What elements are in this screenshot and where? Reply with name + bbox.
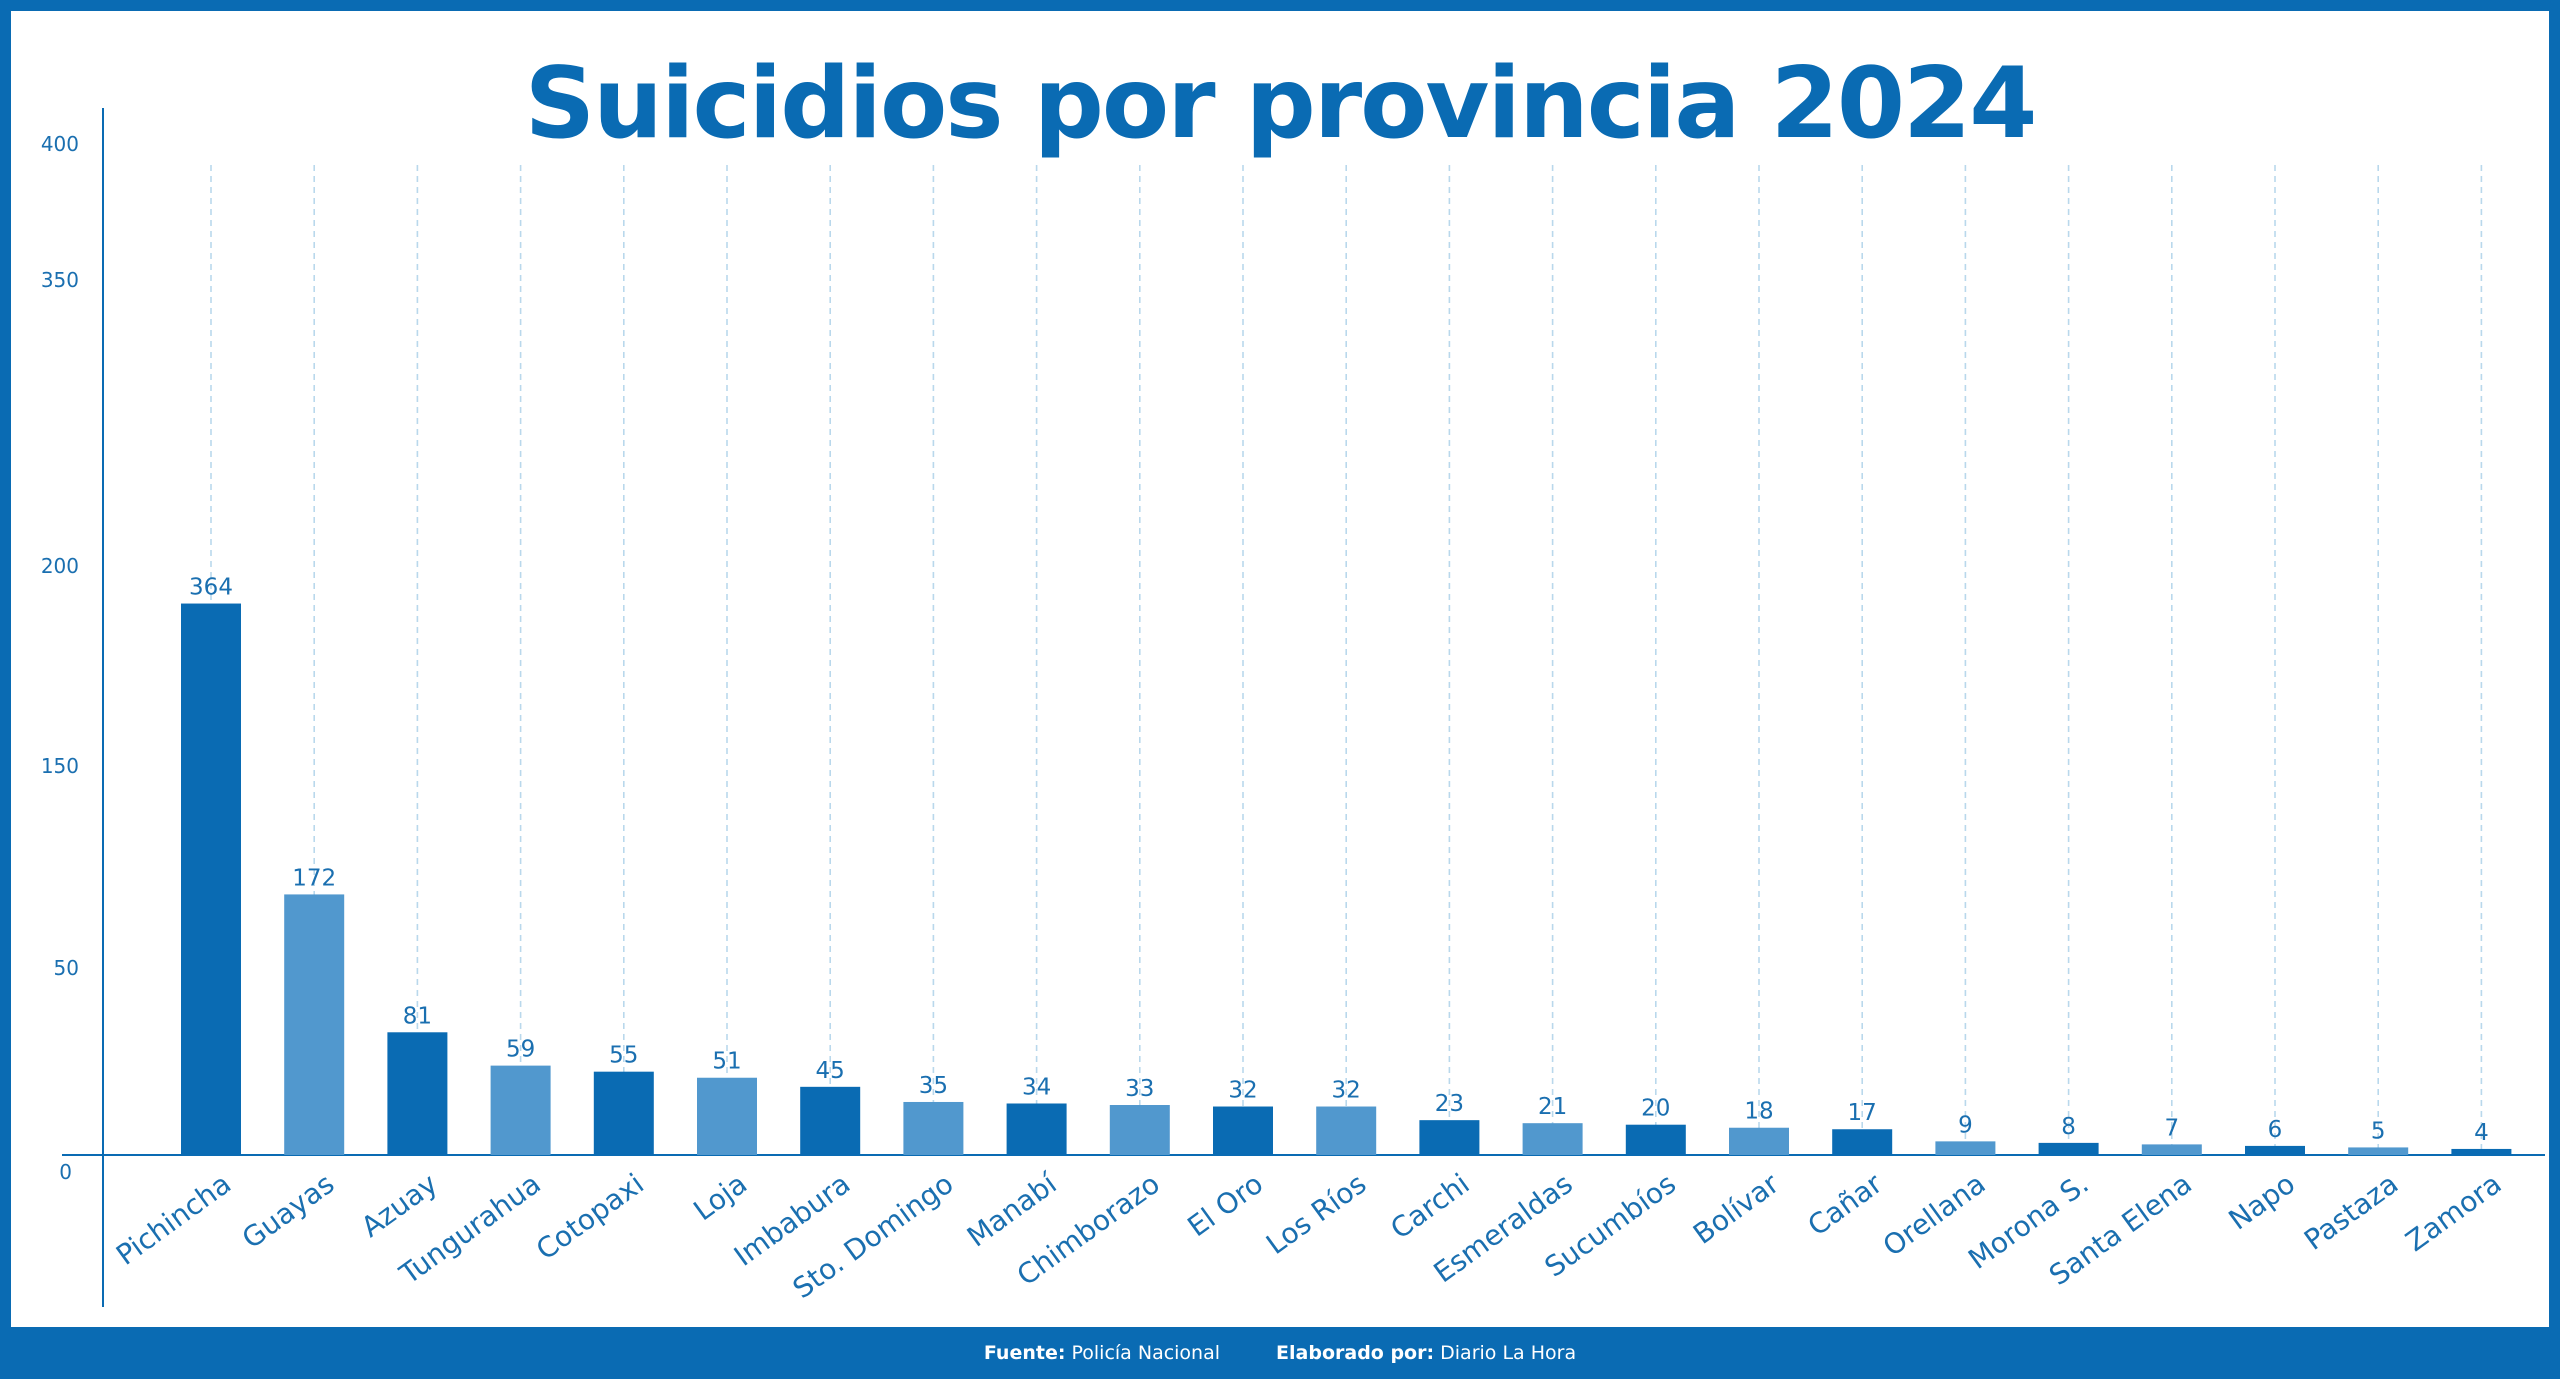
bar-azuay <box>387 1032 448 1155</box>
bar-napo <box>2245 1145 2305 1155</box>
bar-los-r-os <box>1316 1106 1377 1155</box>
value-label-loja: 51 <box>712 1049 741 1075</box>
value-label-ca-ar: 17 <box>1848 1100 1877 1126</box>
bar-el-oro <box>1213 1106 1273 1155</box>
y-tick-350: 350 <box>41 268 79 292</box>
author-value: Diario La Hora <box>1440 1342 1577 1364</box>
x-label-zamora: Zamora <box>2400 1167 2508 1258</box>
x-label-loja: Loja <box>687 1167 753 1227</box>
bar-cotopaxi <box>593 1071 654 1155</box>
bar-bol-var <box>1729 1127 1789 1155</box>
x-label-pastaza: Pastaza <box>2298 1167 2404 1257</box>
bar-esmeraldas <box>1522 1123 1583 1155</box>
value-label-pichincha: 364 <box>189 575 233 601</box>
x-label-guayas: Guayas <box>236 1167 340 1255</box>
y-axis-ticks: 0 50 150 200 350 400 <box>41 132 79 1184</box>
x-label-pichincha: Pichincha <box>110 1167 237 1272</box>
value-label-chimborazo: 33 <box>1125 1076 1154 1102</box>
x-label-napo: Napo <box>2223 1167 2301 1237</box>
bar-ca-ar <box>1832 1129 1893 1155</box>
value-label-pastaza: 5 <box>2371 1118 2386 1144</box>
bar-morona-s <box>2038 1142 2099 1155</box>
value-label-carchi: 23 <box>1435 1091 1464 1117</box>
y-tick-150: 150 <box>41 754 79 778</box>
value-label-sucumb-os: 20 <box>1641 1096 1670 1122</box>
x-label-azuay: Azuay <box>355 1167 443 1244</box>
footer-source: Fuente: Policía Nacional <box>984 1342 1220 1364</box>
value-label-sto-domingo: 35 <box>919 1073 948 1099</box>
bars <box>181 603 2512 1155</box>
bar-loja <box>697 1077 757 1155</box>
grid-lines <box>210 165 2483 1155</box>
value-label-cotopaxi: 55 <box>609 1043 638 1069</box>
value-label-santa-elena: 7 <box>2164 1115 2179 1141</box>
author-label: Elaborado por: <box>1276 1342 1435 1364</box>
value-label-azuay: 81 <box>403 1003 432 1029</box>
bar-tungurahua <box>490 1065 551 1155</box>
value-label-imbabura: 45 <box>816 1058 845 1084</box>
x-label-ca-ar: Cañar <box>1802 1167 1889 1243</box>
footer-author: Elaborado por: Diario La Hora <box>1276 1342 1576 1364</box>
x-label-el-oro: El Oro <box>1181 1167 1269 1243</box>
x-label-cotopaxi: Cotopaxi <box>530 1167 650 1267</box>
bar-santa-elena <box>2141 1144 2202 1155</box>
value-label-napo: 6 <box>2268 1117 2283 1143</box>
value-label-tungurahua: 59 <box>506 1037 535 1063</box>
bar-carchi <box>1419 1120 1480 1155</box>
value-label-guayas: 172 <box>292 865 336 891</box>
y-tick-0: 0 <box>59 1160 72 1184</box>
bar-manab <box>1006 1103 1067 1155</box>
bar-orellana <box>1935 1141 1996 1155</box>
x-label-bol-var: Bolívar <box>1687 1167 1785 1251</box>
x-label-los-r-os: Los Ríos <box>1260 1167 1372 1261</box>
bar-sucumb-os <box>1625 1124 1686 1155</box>
y-tick-200: 200 <box>41 554 79 578</box>
y-tick-50: 50 <box>54 956 79 980</box>
footer-bar: Fuente: Policía Nacional Elaborado por: … <box>0 1327 2560 1379</box>
value-label-orellana: 9 <box>1958 1112 1973 1138</box>
bar-pichincha <box>181 603 241 1155</box>
value-label-zamora: 4 <box>2474 1120 2489 1146</box>
value-label-morona-s: 8 <box>2061 1114 2076 1140</box>
bar-imbabura <box>800 1086 861 1155</box>
chart-title: Suicidios por provincia 2024 <box>524 47 2038 161</box>
bar-chimborazo <box>1109 1105 1170 1155</box>
bar-sto-domingo <box>903 1101 964 1155</box>
source-label: Fuente: <box>983 1342 1066 1364</box>
bar-zamora <box>2451 1148 2512 1155</box>
source-value: Policía Nacional <box>1071 1342 1221 1364</box>
value-label-los-r-os: 32 <box>1332 1078 1361 1104</box>
y-tick-400: 400 <box>41 132 79 156</box>
bar-guayas <box>284 894 345 1155</box>
value-label-el-oro: 32 <box>1228 1078 1257 1104</box>
value-label-esmeraldas: 21 <box>1538 1094 1567 1120</box>
bar-pastaza <box>2348 1147 2409 1155</box>
x-label-carchi: Carchi <box>1384 1167 1475 1246</box>
axes <box>62 108 2545 1307</box>
value-label-bol-var: 18 <box>1744 1099 1773 1125</box>
value-label-manab: 34 <box>1022 1074 1051 1100</box>
